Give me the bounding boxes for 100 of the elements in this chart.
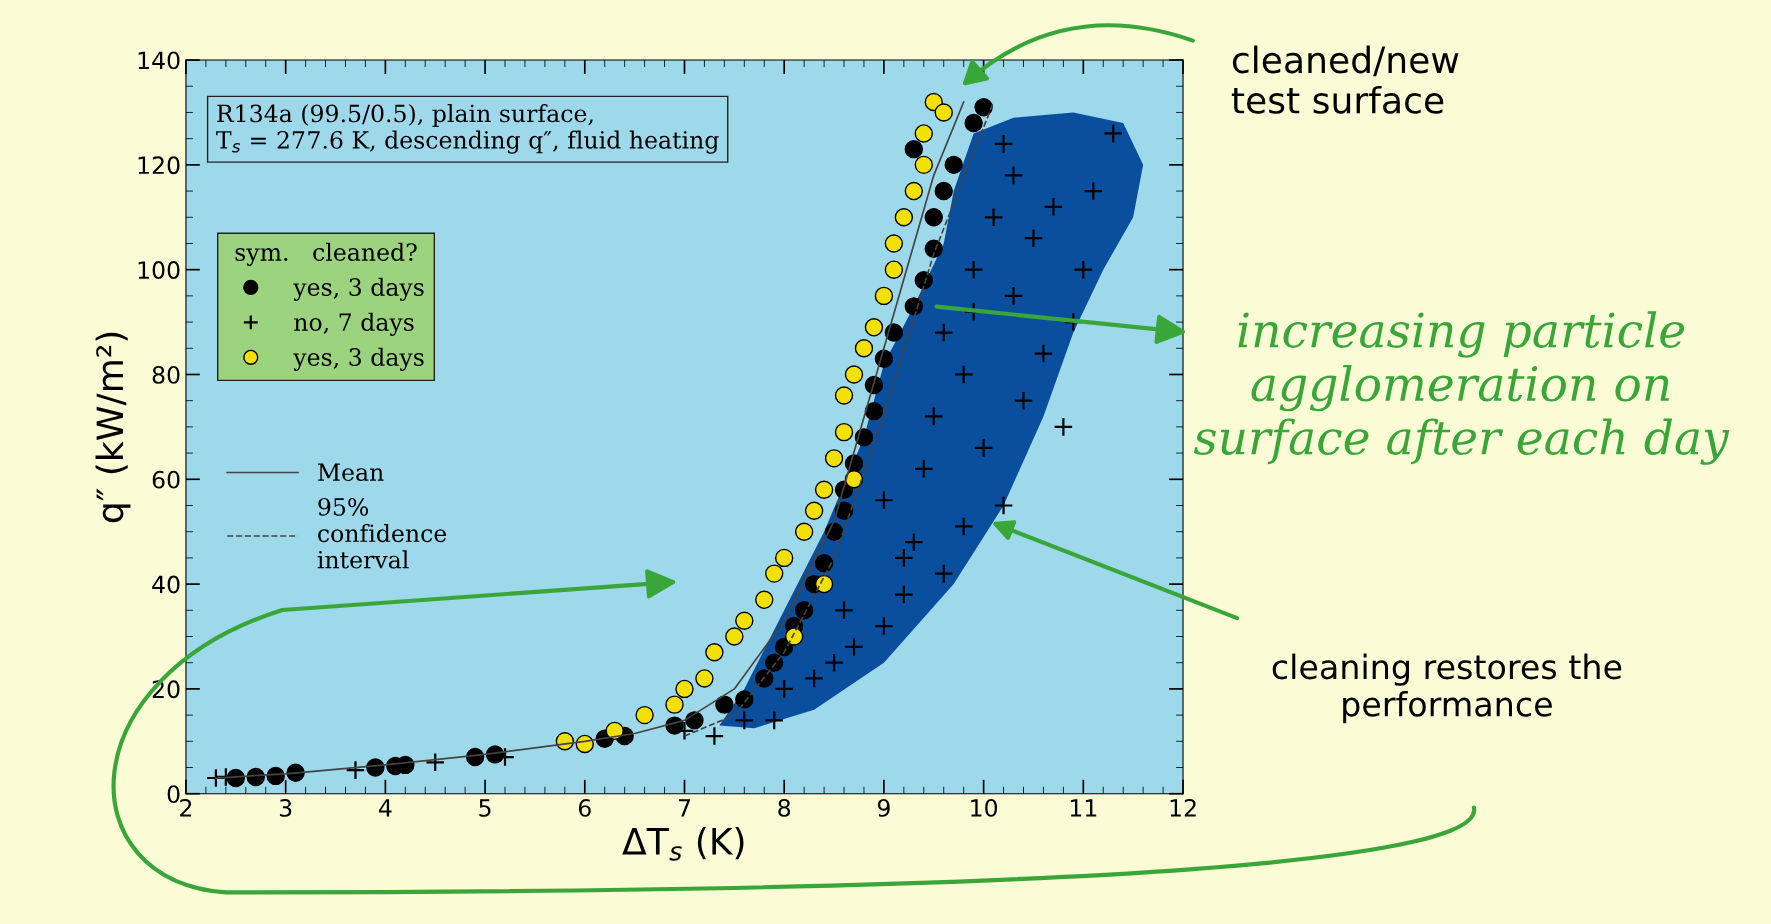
point (755, 669, 774, 688)
point (953, 516, 974, 537)
y-tick-label: 80 (152, 365, 180, 384)
legend-label: 95% confidence interval (317, 497, 447, 569)
point (1003, 285, 1024, 306)
point (794, 601, 814, 620)
x-tick-label: 7 (678, 799, 690, 817)
point (345, 760, 366, 781)
point (874, 286, 894, 306)
x-tick-label: 12 (1170, 798, 1196, 817)
x-axis-title: ΔT$_{s}$ (K) (622, 826, 744, 861)
legend-label: yes, 3 days (293, 347, 424, 371)
point (864, 401, 884, 421)
point (1013, 390, 1034, 411)
point (665, 695, 684, 714)
point (794, 522, 814, 541)
point (1073, 259, 1094, 280)
point (884, 260, 904, 279)
point (913, 458, 934, 479)
point (734, 710, 755, 731)
point (735, 690, 754, 709)
point (735, 611, 754, 630)
point (963, 259, 984, 280)
point (904, 181, 924, 201)
point (904, 297, 924, 316)
point (774, 548, 794, 568)
y-tick-label: 140 (138, 51, 180, 70)
point (824, 449, 844, 468)
legend-label: yes, 3 days (293, 277, 424, 301)
y-tick-label: 60 (152, 470, 180, 489)
point (675, 679, 694, 699)
point (993, 495, 1014, 516)
point (924, 208, 943, 227)
point (974, 98, 993, 117)
point (1103, 123, 1124, 144)
x-tick-label: 11 (1070, 799, 1097, 817)
x-tick-label: 5 (479, 799, 491, 817)
point (1043, 196, 1064, 217)
point (914, 124, 933, 143)
text: cleaning restores the performance (1272, 653, 1622, 724)
x-tick-label: 2 (180, 798, 192, 817)
point (944, 155, 963, 175)
x-tick-label: 9 (877, 798, 890, 817)
legend-label: no, 7 days (294, 312, 414, 336)
point (814, 574, 834, 594)
point (983, 207, 1004, 228)
point (874, 490, 894, 511)
point (893, 548, 914, 568)
x-tick-label: 6 (578, 798, 591, 817)
point (964, 113, 983, 133)
x-tick-label: 3 (279, 798, 292, 817)
point (425, 752, 446, 773)
point (854, 339, 874, 358)
x-tick-label: 10 (971, 798, 998, 817)
annotation: R134a (99.5/0.5), plain surface, T$_{s}$ = 277.6 K, descending q″, fluid heating (216, 104, 719, 154)
point (904, 139, 924, 159)
point (893, 584, 914, 605)
point (774, 679, 795, 699)
x-tick-label: 4 (379, 799, 392, 817)
y-tick-label: 40 (152, 575, 180, 594)
point (784, 627, 804, 646)
point (864, 318, 884, 337)
text: increasing particle agglomeration on surface after each day (1193, 311, 1730, 465)
y-axis-title: q″ (kW/m²) (95, 332, 131, 523)
point (933, 563, 954, 584)
point (953, 364, 974, 385)
point (705, 643, 724, 662)
legend-label: Mean (318, 463, 384, 482)
point (695, 669, 714, 688)
point (1033, 343, 1054, 364)
point (834, 422, 854, 442)
x-tick-label: 8 (778, 798, 791, 817)
point (1083, 181, 1104, 201)
point (874, 616, 894, 636)
point (933, 322, 954, 343)
point (903, 532, 924, 553)
point (635, 705, 654, 725)
point (914, 270, 933, 290)
point (834, 600, 854, 621)
point (1003, 165, 1024, 186)
point (844, 365, 864, 384)
point (1053, 416, 1074, 437)
point (934, 181, 953, 201)
point (923, 406, 944, 427)
point (854, 428, 874, 447)
text: cleaned/new test surface (1231, 45, 1459, 114)
y-tick-label: 0 (167, 785, 180, 804)
point (993, 134, 1014, 154)
legend-title: sym. cleaned? (235, 242, 417, 266)
point (824, 652, 844, 673)
point (834, 386, 854, 405)
point (205, 768, 226, 788)
y-tick-label: 100 (138, 261, 180, 279)
point (914, 155, 933, 175)
point (804, 668, 825, 689)
point (894, 208, 914, 227)
point (715, 695, 734, 714)
point (844, 637, 864, 657)
point (1023, 228, 1044, 249)
point (973, 437, 994, 458)
